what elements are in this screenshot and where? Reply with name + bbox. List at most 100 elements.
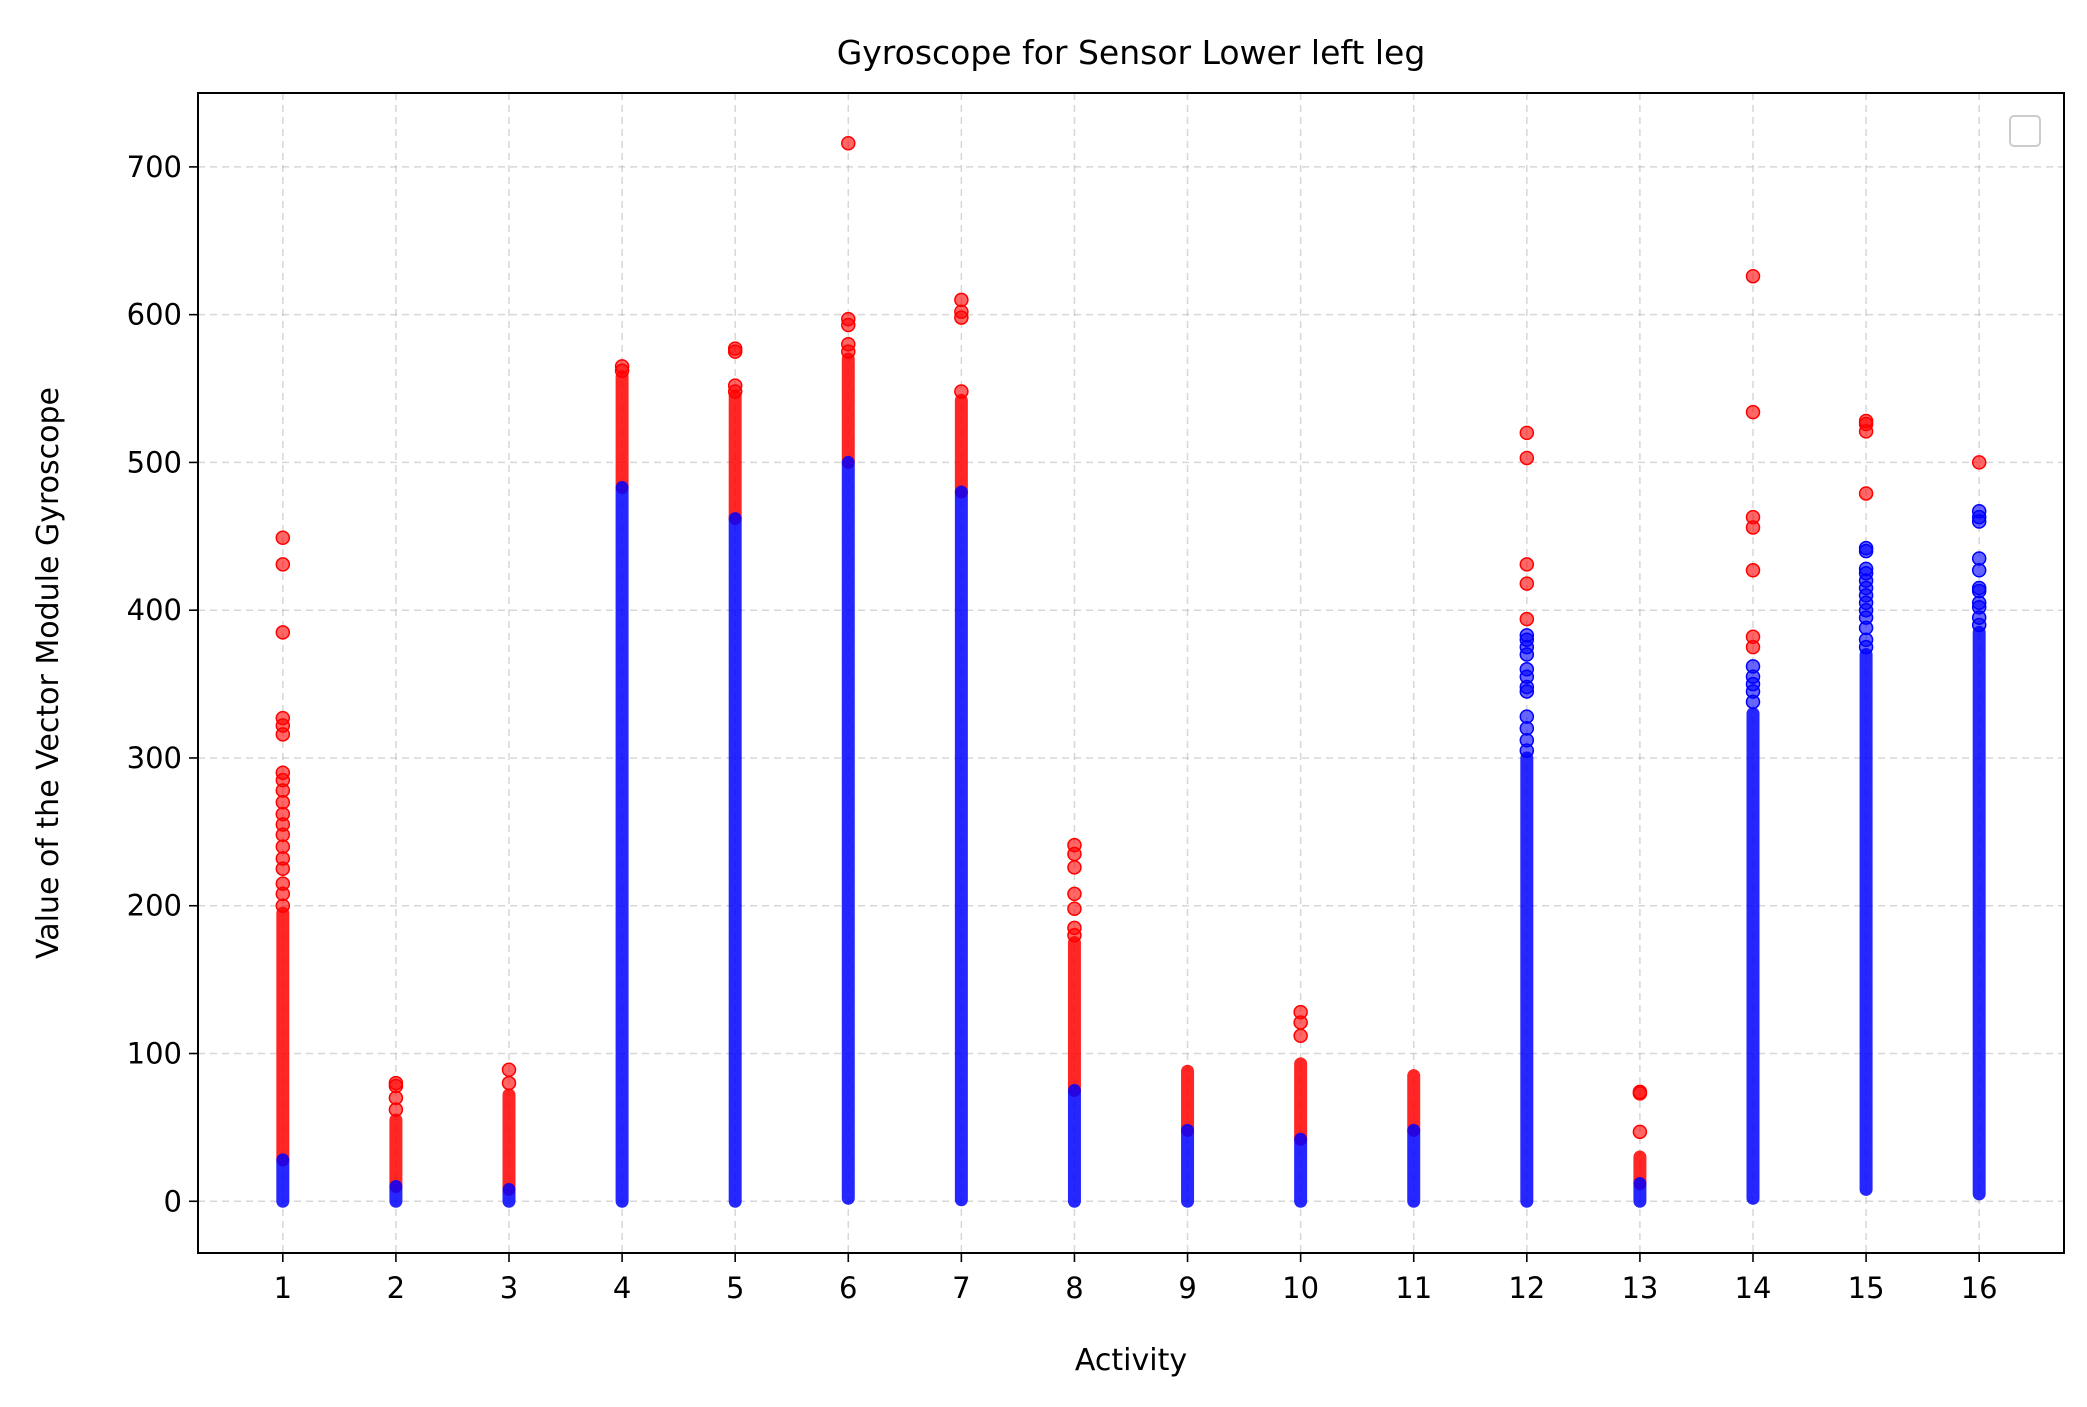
x-tick-label: 14 xyxy=(1735,1271,1772,1305)
y-axis-label: Value of the Vector Module Gyroscope xyxy=(31,387,66,959)
data-point xyxy=(1067,860,1082,875)
data-points xyxy=(275,135,1987,1140)
x-tick-label: 8 xyxy=(1065,1271,1083,1305)
y-tick-label: 700 xyxy=(127,150,182,184)
x-tick-label: 9 xyxy=(1178,1271,1196,1305)
data-band xyxy=(1633,1177,1647,1208)
data-point xyxy=(275,727,291,742)
y-tick-label: 0 xyxy=(164,1184,182,1218)
data-point xyxy=(388,1078,404,1094)
x-tick-label: 5 xyxy=(726,1271,744,1305)
data-point xyxy=(275,886,291,902)
data-band xyxy=(389,1113,403,1194)
data-band xyxy=(954,485,968,1207)
data-band xyxy=(1181,1123,1195,1208)
data-band xyxy=(502,1088,516,1196)
data-point xyxy=(1858,561,1874,577)
data-point xyxy=(954,384,969,399)
x-tick-label: 4 xyxy=(613,1271,631,1305)
data-point xyxy=(275,827,291,843)
data-point xyxy=(1519,557,1535,572)
x-tick-label: 7 xyxy=(952,1271,970,1305)
data-band xyxy=(276,1153,290,1208)
data-point xyxy=(1519,732,1535,748)
data-point xyxy=(1067,928,1082,943)
data-point xyxy=(614,363,630,379)
y-tick-label: 200 xyxy=(127,889,182,923)
data-band xyxy=(1520,751,1534,1208)
data-point xyxy=(501,1062,517,1078)
y-axis-ticks: 0 100 200 300 400 500 600 700 xyxy=(127,150,198,1218)
data-band xyxy=(615,370,629,495)
data-band xyxy=(1294,1132,1308,1208)
data-band xyxy=(728,512,742,1208)
data-point xyxy=(275,839,291,854)
data-point xyxy=(275,625,291,640)
data-band xyxy=(1067,1083,1081,1208)
x-axis-label: Activity xyxy=(1075,1343,1187,1378)
data-band xyxy=(841,455,855,1205)
data-point xyxy=(1293,1015,1308,1030)
data-band xyxy=(615,481,629,1208)
data-point xyxy=(1745,659,1761,674)
data-point xyxy=(1858,632,1874,648)
x-tick-label: 1 xyxy=(274,1271,292,1305)
y-tick-label: 600 xyxy=(127,298,182,332)
y-tick-label: 100 xyxy=(127,1037,182,1071)
data-point xyxy=(1067,886,1082,902)
y-tick-label: 400 xyxy=(127,593,182,627)
data-point xyxy=(1293,1028,1308,1044)
data-band xyxy=(502,1182,516,1208)
data-point xyxy=(1519,721,1535,736)
data-point xyxy=(1632,1124,1648,1140)
data-point xyxy=(1519,611,1535,627)
x-tick-label: 16 xyxy=(1961,1271,1998,1305)
data-point xyxy=(1745,404,1761,420)
data-point xyxy=(1858,486,1874,501)
data-point xyxy=(841,135,856,151)
data-point xyxy=(1067,901,1082,916)
x-tick-label: 15 xyxy=(1848,1271,1885,1305)
data-point xyxy=(1971,503,1987,519)
x-tick-label: 12 xyxy=(1508,1271,1545,1305)
data-point xyxy=(275,783,291,798)
x-tick-label: 10 xyxy=(1282,1271,1319,1305)
data-band xyxy=(1294,1057,1308,1146)
data-point xyxy=(1519,576,1535,591)
x-tick-label: 6 xyxy=(839,1271,857,1305)
data-point xyxy=(1519,628,1535,643)
data-bands xyxy=(276,352,1986,1208)
data-point xyxy=(501,1075,517,1091)
data-point xyxy=(1858,540,1874,556)
data-point xyxy=(275,898,291,913)
data-point xyxy=(1971,595,1987,611)
data-point xyxy=(841,317,856,333)
data-point xyxy=(1745,563,1761,578)
data-point xyxy=(1519,662,1535,677)
data-point xyxy=(1067,846,1082,862)
y-tick-label: 500 xyxy=(127,445,182,479)
data-point xyxy=(1971,580,1987,596)
data-point xyxy=(1519,425,1535,441)
data-point xyxy=(388,1090,404,1106)
x-tick-label: 2 xyxy=(387,1271,405,1305)
data-band xyxy=(1407,1123,1421,1208)
data-band xyxy=(1746,707,1760,1205)
data-point xyxy=(275,530,291,546)
data-band xyxy=(1181,1064,1195,1137)
data-band xyxy=(1067,936,1081,1097)
plot-frame xyxy=(197,92,2065,1254)
x-tick-label: 11 xyxy=(1395,1271,1432,1305)
data-band xyxy=(1859,648,1873,1196)
data-band xyxy=(1407,1069,1421,1137)
data-point xyxy=(1971,455,1987,470)
chart-title: Gyroscope for Sensor Lower left leg xyxy=(837,33,1426,72)
data-point xyxy=(1971,551,1987,566)
data-point xyxy=(841,344,856,359)
data-point xyxy=(727,344,743,359)
data-band xyxy=(1972,625,1986,1201)
legend-box xyxy=(2009,115,2041,147)
data-point xyxy=(1745,268,1761,284)
